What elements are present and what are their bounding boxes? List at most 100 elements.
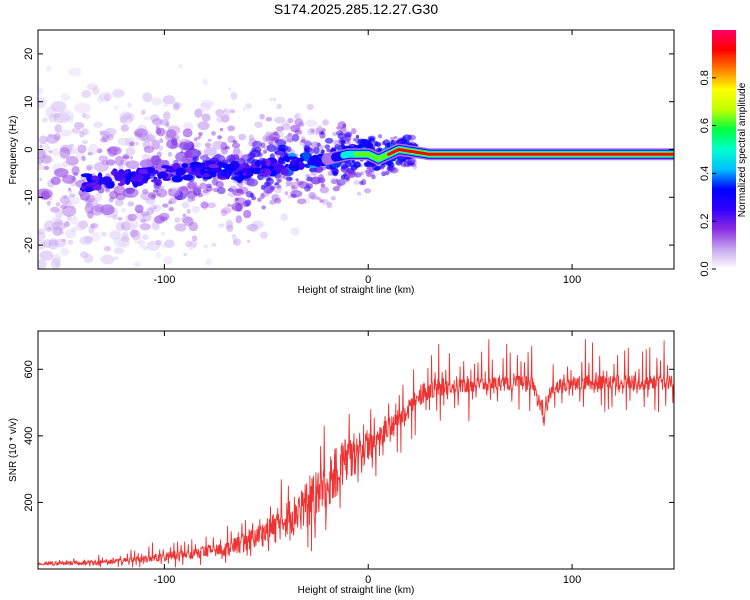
spectrogram-blob [149, 204, 162, 212]
spectrogram-blob [262, 134, 273, 143]
spectrogram-blob [263, 149, 267, 154]
spectrogram-blob [308, 191, 316, 200]
spectrogram-blob [108, 146, 122, 156]
spectrogram-blob [41, 155, 53, 164]
spectrogram-blob [274, 151, 281, 155]
spectrogram-blob [131, 229, 141, 240]
spectrogram-blob [364, 170, 370, 174]
spectrogram-blob [310, 194, 318, 200]
spectrogram-blob [89, 223, 96, 229]
spectrogram-blob [67, 187, 72, 192]
spectrogram-blob [293, 114, 299, 119]
snr-x-label: Height of straight line (km) [298, 585, 415, 596]
spectrogram-blob [162, 203, 169, 208]
spectrogram-blob [261, 205, 266, 210]
spectrogram-blob [263, 188, 267, 193]
spectrogram-core-blob [290, 167, 297, 171]
spectrogram-blob [264, 188, 273, 195]
spectrogram-blob [66, 214, 71, 218]
spectrogram-blob [231, 142, 241, 148]
spectrogram-blob [285, 134, 293, 140]
spectrogram-core-blob [181, 163, 188, 168]
spectrogram-blob [307, 128, 315, 136]
spectrogram-blob [260, 184, 266, 190]
spectrogram-blob [155, 239, 162, 246]
spectrogram-blob [155, 214, 165, 224]
spectrogram-blob [180, 216, 193, 224]
spectrogram-blob [182, 128, 193, 138]
spectrogram-blob [321, 128, 326, 132]
colorbar-label: Normalized spectral amplitude [737, 82, 748, 217]
spectrogram-blob [102, 134, 110, 143]
spectrogram-core-blob [259, 160, 267, 166]
spectrogram-blob [311, 127, 322, 135]
spectrogram-blob [157, 185, 165, 191]
spectrogram-blob [53, 112, 70, 124]
spectrogram-core-blob [294, 160, 299, 169]
spectrogram-blob [133, 261, 141, 268]
snr-series-line [38, 339, 674, 568]
spectrogram-core-blob [200, 168, 205, 176]
spectrogram-blob [180, 150, 184, 154]
snr-xtick-label: -100 [153, 574, 175, 586]
spectrogram-blob [60, 129, 72, 137]
spectrogram-core-blob [171, 175, 183, 183]
spectrogram-blob [264, 181, 272, 186]
spectrogram-blob [87, 151, 93, 156]
spectrogram-core-blob [80, 173, 93, 178]
spectrogram-blob [53, 218, 64, 226]
spectrogram-core-blob [165, 168, 176, 173]
spectrogram-core-blob [89, 182, 97, 187]
spectrogram-blob [163, 111, 171, 120]
spectrogram-y-ticks: -20 -10 0 10 20 [23, 48, 674, 253]
spectrogram-blob [160, 231, 165, 236]
spectrogram-blob [197, 192, 203, 198]
spectrogram-core-blob [98, 178, 103, 187]
spectrogram-core-blob [302, 152, 310, 159]
spectrogram-blob [165, 123, 170, 128]
spectrogram-blob [178, 64, 183, 69]
spectrogram-blob [125, 147, 136, 156]
spectrogram-blob [141, 109, 146, 116]
spectrogram-blob [182, 216, 194, 227]
spectrogram-blob [50, 258, 61, 269]
spectrogram-blob [332, 186, 340, 192]
spectrogram-blob [173, 102, 180, 111]
spectrogram-blob [113, 256, 119, 260]
spectrogram-blob [351, 128, 357, 134]
spectrogram-blob [322, 119, 329, 126]
spectrogram-blob [282, 175, 289, 180]
spectrogram-blob [304, 140, 312, 147]
spectrogram-blob [86, 83, 98, 91]
spectrogram-blob [205, 258, 212, 266]
spectrogram-xtick-label: 0 [365, 274, 371, 286]
spectrogram-blob [199, 182, 207, 190]
spectrogram-blob [337, 132, 347, 140]
spectrogram-blob [232, 238, 242, 246]
spectrogram-blob [38, 164, 45, 170]
spectrogram-blob [233, 154, 240, 160]
spectrogram-core-blob [91, 175, 100, 181]
spectrogram-blob [223, 108, 227, 112]
spectrogram-blob [129, 229, 139, 238]
spectrogram-blob [266, 144, 277, 152]
spectrogram-blob [336, 126, 340, 130]
spectrogram-core-blob [208, 164, 220, 169]
spectrogram-blob [70, 215, 78, 225]
spectrogram-core-blob [254, 160, 262, 167]
spectrogram-xtick-label: -100 [153, 274, 175, 286]
spectrogram-blob [199, 102, 211, 112]
spectrogram-core-blob [245, 168, 252, 176]
spectrogram-blob [121, 232, 129, 240]
spectrogram-blob [146, 207, 155, 216]
spectrogram-blob [235, 215, 243, 224]
spectrogram-core-blob [273, 164, 284, 171]
spectrogram-blob [403, 160, 413, 167]
spectrogram-blob [310, 176, 322, 185]
spectrogram-blob [160, 216, 168, 222]
spectrogram-blob [273, 131, 279, 136]
spectrogram-blob [198, 133, 202, 138]
spectrogram-blob [101, 231, 107, 237]
spectrogram-blob [127, 113, 135, 122]
